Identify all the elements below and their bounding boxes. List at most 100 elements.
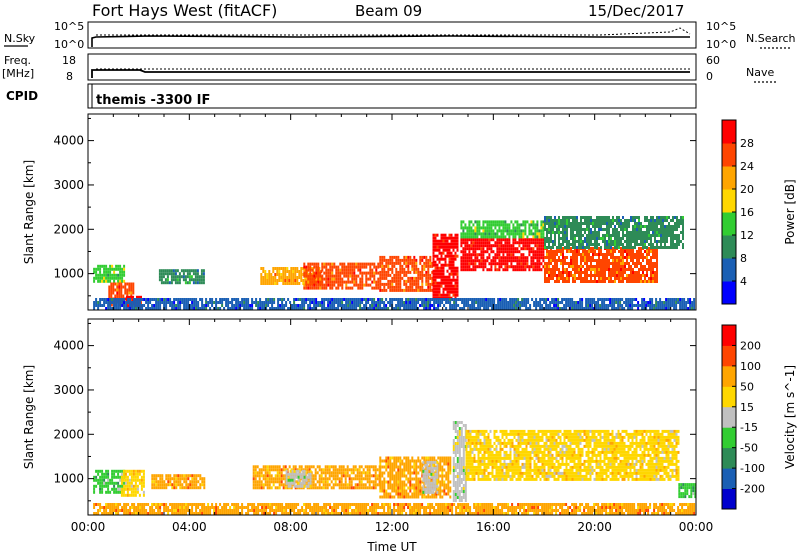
data-cell	[626, 259, 628, 262]
data-cell	[660, 243, 662, 246]
data-cell	[642, 237, 644, 240]
data-cell	[544, 277, 546, 280]
data-cell	[449, 298, 452, 301]
data-cell	[287, 307, 290, 310]
data-cell	[363, 271, 366, 275]
data-cell	[351, 286, 354, 290]
data-cell	[562, 259, 564, 262]
data-cell	[419, 261, 422, 265]
data-cell	[484, 226, 487, 230]
data-cell	[529, 304, 532, 307]
data-cell	[313, 280, 316, 284]
data-cell	[608, 237, 610, 240]
data-cell	[286, 279, 289, 282]
data-cell	[110, 291, 113, 295]
data-cell	[359, 307, 362, 310]
data-cell	[481, 298, 484, 301]
data-cell	[460, 226, 463, 230]
data-cell	[548, 243, 550, 246]
data-cell	[272, 483, 275, 487]
data-cell	[162, 272, 165, 276]
data-cell	[391, 462, 394, 466]
data-cell	[542, 259, 545, 263]
data-cell	[646, 250, 648, 253]
data-cell	[191, 304, 194, 307]
data-cell	[518, 250, 521, 254]
data-cell	[389, 298, 392, 301]
data-cell	[292, 270, 295, 273]
data-cell	[564, 277, 566, 280]
data-cell	[336, 477, 339, 481]
data-cell	[666, 234, 668, 237]
data-cell	[469, 307, 472, 310]
data-cell	[652, 222, 654, 225]
data-cell	[618, 262, 620, 265]
data-cell	[523, 301, 526, 304]
data-cell	[482, 235, 485, 239]
data-cell	[383, 255, 386, 259]
data-cell	[485, 304, 488, 307]
data-cell	[290, 279, 293, 282]
data-cell	[604, 265, 606, 268]
data-cell	[111, 475, 114, 479]
data-cell	[302, 282, 305, 285]
data-cell	[127, 298, 130, 301]
data-cell	[679, 301, 682, 304]
data-cell	[423, 267, 426, 271]
data-cell	[598, 274, 600, 277]
data-cell	[660, 219, 662, 222]
data-cell	[133, 307, 136, 310]
data-cell	[313, 298, 316, 301]
data-cell	[315, 265, 318, 269]
data-cell	[527, 298, 530, 301]
data-cell	[650, 225, 652, 228]
data-cell	[454, 284, 457, 288]
data-cell	[584, 216, 586, 219]
data-cell	[652, 253, 654, 256]
data-cell	[558, 240, 560, 243]
data-cell	[262, 465, 265, 469]
data-cell	[634, 253, 636, 256]
data-cell	[192, 281, 195, 285]
data-cell	[327, 271, 330, 275]
data-cell	[502, 226, 505, 230]
data-cell	[425, 261, 428, 265]
data-cell	[462, 241, 465, 245]
data-cell	[468, 259, 471, 263]
data-cell	[644, 268, 646, 271]
data-cell	[468, 223, 471, 227]
data-cell	[561, 301, 564, 304]
data-cell	[644, 243, 646, 246]
data-cell	[638, 225, 640, 228]
data-cell	[578, 274, 580, 277]
data-cell	[592, 225, 594, 228]
data-cell	[578, 237, 580, 240]
data-cell	[578, 231, 580, 234]
data-cell	[310, 465, 313, 469]
data-cell	[421, 288, 424, 292]
data-cell	[171, 301, 174, 304]
data-cell	[196, 275, 199, 279]
data-cell	[138, 478, 141, 482]
data-cell	[97, 478, 100, 482]
data-cell	[183, 301, 186, 304]
data-cell	[101, 481, 104, 485]
data-cell	[456, 278, 459, 282]
data-cell	[504, 244, 507, 248]
data-cell	[476, 223, 479, 227]
data-cell	[468, 229, 471, 233]
data-cell	[163, 304, 166, 307]
data-cell	[419, 298, 422, 301]
data-cell	[468, 238, 471, 242]
data-cell	[101, 469, 104, 473]
data-cell	[407, 264, 410, 268]
data-cell	[463, 304, 466, 307]
data-cell	[180, 275, 183, 279]
data-cell	[506, 241, 509, 245]
data-cell	[320, 474, 323, 478]
data-cell	[576, 225, 578, 228]
data-cell	[488, 244, 491, 248]
data-cell	[602, 274, 604, 277]
data-cell	[196, 278, 199, 282]
data-cell	[136, 295, 138, 299]
